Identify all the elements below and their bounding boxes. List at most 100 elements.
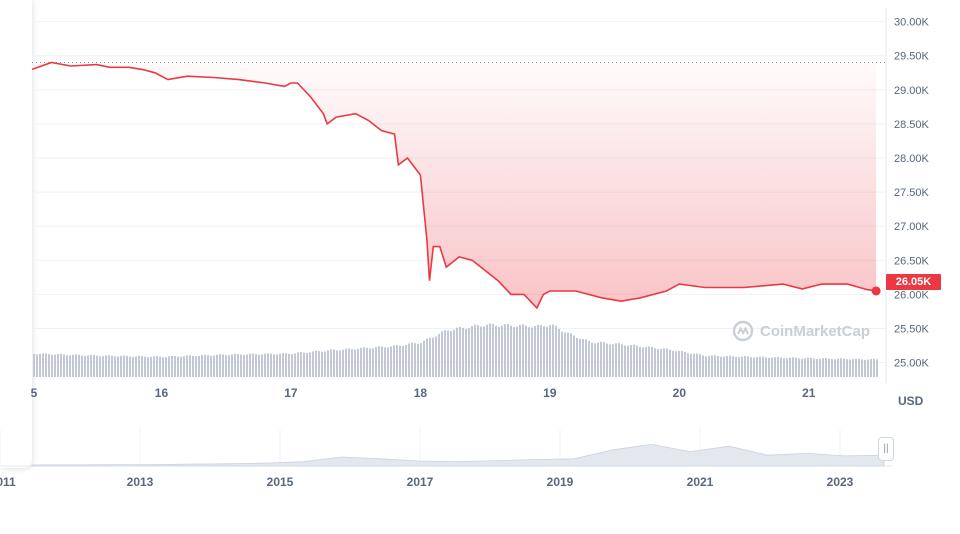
volume-bar xyxy=(306,353,308,377)
volume-bar xyxy=(108,355,110,377)
volume-bar xyxy=(831,359,833,377)
volume-bar xyxy=(735,356,737,377)
navigator-handle[interactable]: || xyxy=(878,437,894,461)
y-tick-label: 25.50K xyxy=(894,323,930,335)
grip-lines-icon: || xyxy=(883,443,889,454)
volume-bar xyxy=(438,334,440,377)
volume-bar xyxy=(528,327,530,377)
volume-bar xyxy=(693,353,695,377)
y-tick-label: 25.00K xyxy=(894,358,930,370)
x-axis: 5 16 17 18 19 20 21 xyxy=(31,386,816,400)
volume-bar xyxy=(741,356,743,377)
volume-bar xyxy=(219,354,221,377)
volume-bar xyxy=(819,358,821,377)
volume-bar xyxy=(609,344,611,377)
volume-bar xyxy=(732,356,734,377)
volume-bar xyxy=(207,355,209,377)
volume-bar xyxy=(93,354,95,377)
volume-bar xyxy=(807,357,809,377)
volume-bar xyxy=(141,355,143,377)
volume-bar xyxy=(615,343,617,377)
volume-bar xyxy=(114,356,116,377)
volume-bar xyxy=(591,342,593,377)
volume-bar xyxy=(858,358,860,377)
volume-bar xyxy=(762,356,764,377)
volume-bar xyxy=(294,353,296,377)
y-tick-label: 26.50K xyxy=(894,255,930,267)
volume-bar xyxy=(348,348,350,377)
volume-bar xyxy=(798,358,800,377)
volume-bar xyxy=(699,354,701,377)
volume-bar xyxy=(816,359,818,377)
volume-bar xyxy=(501,325,503,377)
volume-bar xyxy=(771,357,773,377)
volume-bar xyxy=(216,354,218,377)
volume-bar xyxy=(66,355,68,377)
volume-bar xyxy=(81,355,83,377)
volume-bar xyxy=(870,358,872,377)
volume-bar xyxy=(441,331,443,377)
volume-bar xyxy=(444,330,446,377)
volume-bar xyxy=(189,355,191,377)
volume-bar xyxy=(846,359,848,377)
volume-bar xyxy=(801,358,803,377)
volume-bar xyxy=(33,353,35,377)
volume-bar xyxy=(222,354,224,377)
volume-bar xyxy=(651,346,653,377)
volume-bar xyxy=(297,352,299,377)
volume-bar xyxy=(777,356,779,377)
volume-bar xyxy=(678,350,680,377)
volume-bar xyxy=(624,345,626,377)
volume-bar xyxy=(588,340,590,377)
volume-bar xyxy=(648,346,650,377)
volume-bar xyxy=(639,346,641,377)
volume-bar xyxy=(153,356,155,377)
volume-bar xyxy=(45,353,47,377)
volume-bar xyxy=(234,353,236,377)
current-price-badge: 26.05K xyxy=(886,274,941,290)
volume-bar xyxy=(300,352,302,377)
watermark-text: CoinMarketCap xyxy=(760,322,871,340)
volume-bar xyxy=(150,356,152,377)
volume-bar xyxy=(480,326,482,377)
volume-bar xyxy=(462,327,464,377)
volume-bar xyxy=(195,356,197,377)
volume-bar xyxy=(756,357,758,377)
volume-bar xyxy=(192,355,194,377)
time-navigator[interactable] xyxy=(0,428,892,467)
volume-bar xyxy=(540,324,542,377)
price-line[interactable] xyxy=(31,61,877,310)
volume-bar xyxy=(174,356,176,377)
y-tick-label: 26.00K xyxy=(894,289,930,301)
volume-bar xyxy=(39,353,41,377)
volume-bar xyxy=(96,355,98,377)
volume-bar xyxy=(534,326,536,377)
volume-bar xyxy=(279,353,281,377)
volume-bar xyxy=(570,333,572,377)
volume-bar xyxy=(75,354,77,377)
volume-bar xyxy=(330,349,332,377)
volume-bar xyxy=(180,356,182,377)
side-panel-edge xyxy=(0,0,32,468)
volume-bar xyxy=(402,345,404,377)
volume-bar xyxy=(288,353,290,377)
volume-bar xyxy=(519,325,521,377)
x-tick-label: 19 xyxy=(543,386,557,400)
volume-bar xyxy=(687,353,689,377)
watermark: CoinMarketCap xyxy=(732,320,870,342)
navigator-x-label: 2015 xyxy=(267,475,294,489)
volume-bar xyxy=(531,327,533,377)
volume-bar xyxy=(123,355,125,377)
volume-bar xyxy=(492,323,494,377)
volume-bar xyxy=(837,358,839,377)
volume-bar xyxy=(351,349,353,377)
volume-bar xyxy=(876,359,878,377)
volume-bar xyxy=(873,358,875,377)
volume-bar xyxy=(228,355,230,377)
volume-bar xyxy=(597,342,599,377)
volume-bar xyxy=(477,325,479,377)
volume-bar xyxy=(645,346,647,377)
volume-bar xyxy=(471,326,473,377)
y-tick-label: 28.00K xyxy=(894,153,930,165)
